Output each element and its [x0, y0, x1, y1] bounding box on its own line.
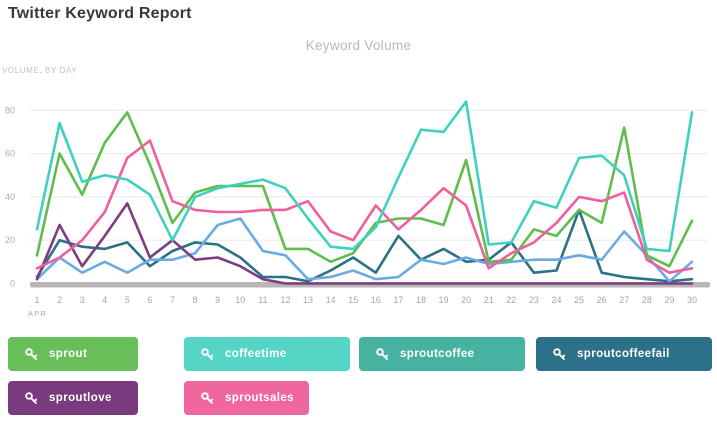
legend-button-sproutlove[interactable]: sproutlove: [8, 381, 138, 415]
legend-button-label: sproutlove: [49, 392, 112, 404]
keyword-key-icon: [375, 347, 390, 362]
y-tick-label-0: 0: [10, 279, 15, 289]
month-label: APR: [28, 309, 47, 318]
series-line-sproutsales: [35, 139, 694, 275]
x-tick-label-14: 14: [326, 295, 336, 305]
x-tick-label-27: 27: [619, 295, 629, 305]
x-tick-label-19: 19: [439, 295, 449, 305]
legend-button-label: coffeetime: [225, 348, 287, 360]
legend-button-sproutcoffee[interactable]: sproutcoffee: [359, 337, 525, 371]
x-tick-label-25: 25: [574, 295, 584, 305]
x-tick-label-26: 26: [597, 295, 607, 305]
x-tick-label-13: 13: [303, 295, 313, 305]
x-tick-label-18: 18: [416, 295, 426, 305]
y-axis-caption: VOLUME, BY DAY: [2, 66, 78, 75]
page-title: Twitter Keyword Report: [8, 5, 192, 22]
legend-button-label: sprout: [49, 348, 88, 360]
y-tick-label-80: 80: [5, 105, 15, 115]
x-tick-label-24: 24: [551, 295, 561, 305]
legend-button-label: sproutsales: [225, 392, 294, 404]
x-tick-label-9: 9: [215, 295, 220, 305]
x-tick-label-7: 7: [170, 295, 175, 305]
legend-button-sproutcoffeefail[interactable]: sproutcoffeefail: [536, 337, 712, 371]
legend-button-label: sproutcoffee: [400, 348, 475, 360]
x-tick-label-21: 21: [484, 295, 494, 305]
x-tick-label-6: 6: [147, 295, 152, 305]
x-tick-label-22: 22: [506, 295, 516, 305]
x-tick-label-17: 17: [393, 295, 403, 305]
x-tick-label-2: 2: [57, 295, 62, 305]
chart-title: Keyword Volume: [305, 38, 412, 53]
x-tick-label-1: 1: [34, 295, 39, 305]
x-tick-label-15: 15: [348, 295, 358, 305]
x-tick-label-20: 20: [461, 295, 471, 305]
x-tick-label-11: 11: [258, 295, 267, 305]
x-tick-label-10: 10: [235, 295, 245, 305]
legend-button-sproutsales[interactable]: sproutsales: [184, 381, 309, 415]
keyword-key-icon: [200, 391, 215, 406]
series-line-coffeetime: [35, 100, 694, 253]
y-tick-label-60: 60: [5, 149, 15, 159]
keyword-key-icon: [24, 347, 39, 362]
series-line-sproutcoffee: [35, 217, 694, 283]
y-tick-label-40: 40: [5, 192, 15, 202]
series-line-sprout: [35, 111, 694, 268]
x-tick-label-5: 5: [125, 295, 130, 305]
series-line-sproutlove: [35, 202, 694, 285]
x-tick-label-29: 29: [664, 295, 674, 305]
x-tick-label-12: 12: [280, 295, 290, 305]
x-tick-label-8: 8: [193, 295, 198, 305]
keyword-key-icon: [200, 347, 215, 362]
x-tick-label-28: 28: [642, 295, 652, 305]
x-tick-label-16: 16: [371, 295, 381, 305]
x-tick-label-23: 23: [529, 295, 539, 305]
legend-button-label: sproutcoffeefail: [577, 348, 670, 360]
x-tick-label-4: 4: [102, 295, 107, 305]
x-tick-label-3: 3: [80, 295, 85, 305]
legend-button-sprout[interactable]: sprout: [8, 337, 138, 371]
y-tick-label-20: 20: [5, 235, 15, 245]
legend-button-coffeetime[interactable]: coffeetime: [184, 337, 350, 371]
keyword-key-icon: [24, 391, 39, 406]
x-tick-label-30: 30: [687, 295, 697, 305]
keyword-key-icon: [552, 347, 567, 362]
